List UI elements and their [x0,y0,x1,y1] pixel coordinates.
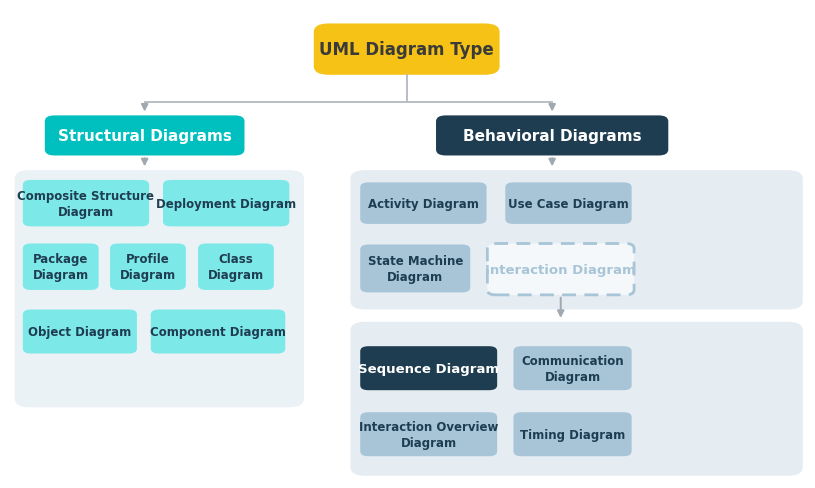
Text: Use Case Diagram: Use Case Diagram [508,197,629,210]
FancyBboxPatch shape [23,181,149,227]
Text: Component Diagram: Component Diagram [150,325,286,338]
FancyBboxPatch shape [110,244,186,290]
FancyBboxPatch shape [23,310,137,354]
FancyBboxPatch shape [360,412,497,456]
Text: Interaction Diagram: Interaction Diagram [486,263,636,276]
FancyBboxPatch shape [15,171,304,407]
Text: Sequence Diagram: Sequence Diagram [358,362,500,375]
FancyBboxPatch shape [151,310,285,354]
FancyBboxPatch shape [487,244,634,295]
Text: Object Diagram: Object Diagram [29,325,131,338]
Text: Composite Structure
Diagram: Composite Structure Diagram [17,189,155,218]
Text: Activity Diagram: Activity Diagram [368,197,479,210]
FancyBboxPatch shape [23,244,99,290]
Text: Behavioral Diagrams: Behavioral Diagrams [463,129,641,143]
FancyBboxPatch shape [436,116,668,156]
FancyBboxPatch shape [513,346,632,390]
FancyBboxPatch shape [350,322,803,476]
FancyBboxPatch shape [505,183,632,224]
FancyBboxPatch shape [360,346,497,390]
FancyBboxPatch shape [45,116,244,156]
FancyBboxPatch shape [360,183,487,224]
FancyBboxPatch shape [163,181,289,227]
Text: Timing Diagram: Timing Diagram [520,428,625,441]
Text: UML Diagram Type: UML Diagram Type [319,41,494,59]
Text: Profile
Diagram: Profile Diagram [120,253,176,282]
FancyBboxPatch shape [314,24,500,76]
Text: State Machine
Diagram: State Machine Diagram [368,254,463,284]
Text: Structural Diagrams: Structural Diagrams [58,129,231,143]
Text: Interaction Overview
Diagram: Interaction Overview Diagram [359,420,499,449]
Text: Package
Diagram: Package Diagram [33,253,89,282]
Text: Deployment Diagram: Deployment Diagram [156,197,296,210]
Text: Class
Diagram: Class Diagram [208,253,264,282]
FancyBboxPatch shape [360,245,470,293]
FancyBboxPatch shape [513,412,632,456]
FancyBboxPatch shape [350,171,803,310]
Text: Communication
Diagram: Communication Diagram [522,354,623,383]
FancyBboxPatch shape [198,244,274,290]
